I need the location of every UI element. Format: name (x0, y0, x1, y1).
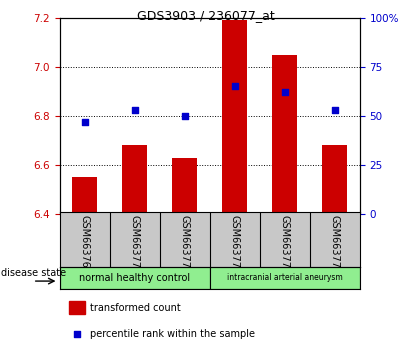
Point (281, 90, 288, 95)
Bar (69, 301, 85, 314)
Point (331, 107, 338, 113)
Bar (172, 158, 197, 214)
Bar (60, 267, 210, 289)
Text: disease state: disease state (1, 268, 66, 278)
Text: GSM663771: GSM663771 (180, 215, 189, 274)
Text: GSM663769: GSM663769 (80, 215, 90, 274)
Bar (272, 55, 297, 214)
Point (81, 119, 88, 125)
Text: GSM663773: GSM663773 (279, 215, 290, 274)
Point (231, 84, 238, 89)
Bar (122, 145, 147, 214)
Text: intracranial arterial aneurysm: intracranial arterial aneurysm (227, 273, 342, 282)
Point (132, 107, 138, 113)
Bar (72, 177, 97, 214)
Text: GSM663772: GSM663772 (230, 215, 240, 274)
Text: GSM663770: GSM663770 (129, 215, 140, 274)
Text: transformed count: transformed count (90, 303, 180, 313)
Bar (322, 145, 347, 214)
Point (181, 113, 188, 119)
Point (74, 331, 80, 337)
Text: normal healthy control: normal healthy control (79, 273, 190, 283)
Bar (210, 267, 360, 289)
Bar (222, 20, 247, 214)
Text: GDS3903 / 236077_at: GDS3903 / 236077_at (136, 9, 275, 22)
Text: GSM663774: GSM663774 (330, 215, 339, 274)
Text: percentile rank within the sample: percentile rank within the sample (90, 329, 254, 339)
